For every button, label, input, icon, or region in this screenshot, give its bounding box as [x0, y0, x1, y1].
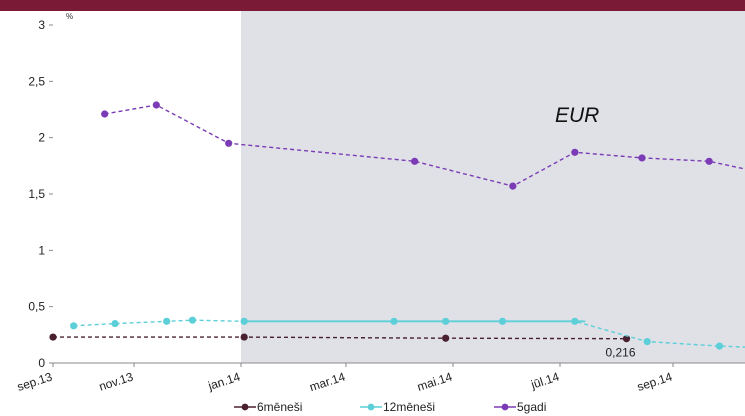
x-tick-label: nov.13: [97, 369, 135, 393]
shaded-region: [241, 11, 745, 363]
y-tick-label: 1: [38, 243, 45, 257]
x-tick-label: jan.14: [206, 369, 243, 393]
data-point: [240, 333, 248, 341]
x-axis-ticks: sep.13 nov.13 jan.14 mar.14 mai.14 jūl.14 sep.…: [15, 363, 674, 394]
legend-label: 12mēneši: [383, 400, 435, 414]
currency-label: EUR: [555, 104, 599, 127]
data-point: [411, 157, 419, 165]
x-tick-label: sep.13: [15, 369, 54, 394]
data-label: 0,216: [605, 346, 635, 360]
data-point: [390, 317, 398, 325]
data-point: [571, 317, 579, 325]
data-point: [225, 139, 233, 147]
data-point: [643, 337, 651, 346]
legend-label: 5gadi: [517, 400, 546, 414]
series-line-6mēneši: [53, 336, 627, 340]
x-tick-label: sep.14: [635, 369, 674, 394]
y-tick-label: 2,5: [28, 74, 45, 88]
data-point: [715, 342, 724, 350]
data-point: [442, 317, 450, 325]
y-tick-label: 0,5: [28, 300, 45, 314]
x-tick-label: mai.14: [415, 369, 454, 394]
data-point: [111, 319, 119, 328]
data-point: [509, 182, 517, 190]
data-labels: 0,2160,1181,535: [605, 346, 635, 360]
data-point: [442, 334, 450, 342]
top-bar: [0, 0, 745, 11]
legend-label: 6mēneši: [257, 400, 302, 414]
x-tick-label: jūl.14: [528, 369, 561, 392]
legend-marker: [501, 403, 509, 411]
data-point: [705, 157, 713, 165]
y-tick-label: 3: [38, 18, 45, 32]
y-tick-label: 2: [38, 131, 45, 145]
data-point: [188, 316, 197, 324]
data-point: [49, 333, 57, 341]
legend: 6mēneši 12mēneši 5gadi: [234, 400, 546, 414]
x-tick-label: mar.14: [308, 369, 348, 394]
data-point: [240, 317, 248, 325]
data-point: [70, 322, 78, 330]
legend-marker: [367, 403, 375, 411]
y-tick-label: 0: [38, 356, 45, 370]
y-axis-ticks: 0 0,5 1 1,5 2 2,5 3: [28, 18, 53, 370]
data-point: [163, 317, 171, 325]
data-point: [638, 154, 646, 162]
y-tick-label: 1,5: [28, 187, 45, 201]
data-point: [571, 148, 579, 156]
data-point: [101, 110, 109, 118]
data-point: [152, 101, 160, 109]
series-layer: [49, 101, 745, 350]
legend-marker: [241, 403, 249, 411]
data-point: [498, 317, 507, 325]
unit-label: %: [66, 12, 73, 21]
